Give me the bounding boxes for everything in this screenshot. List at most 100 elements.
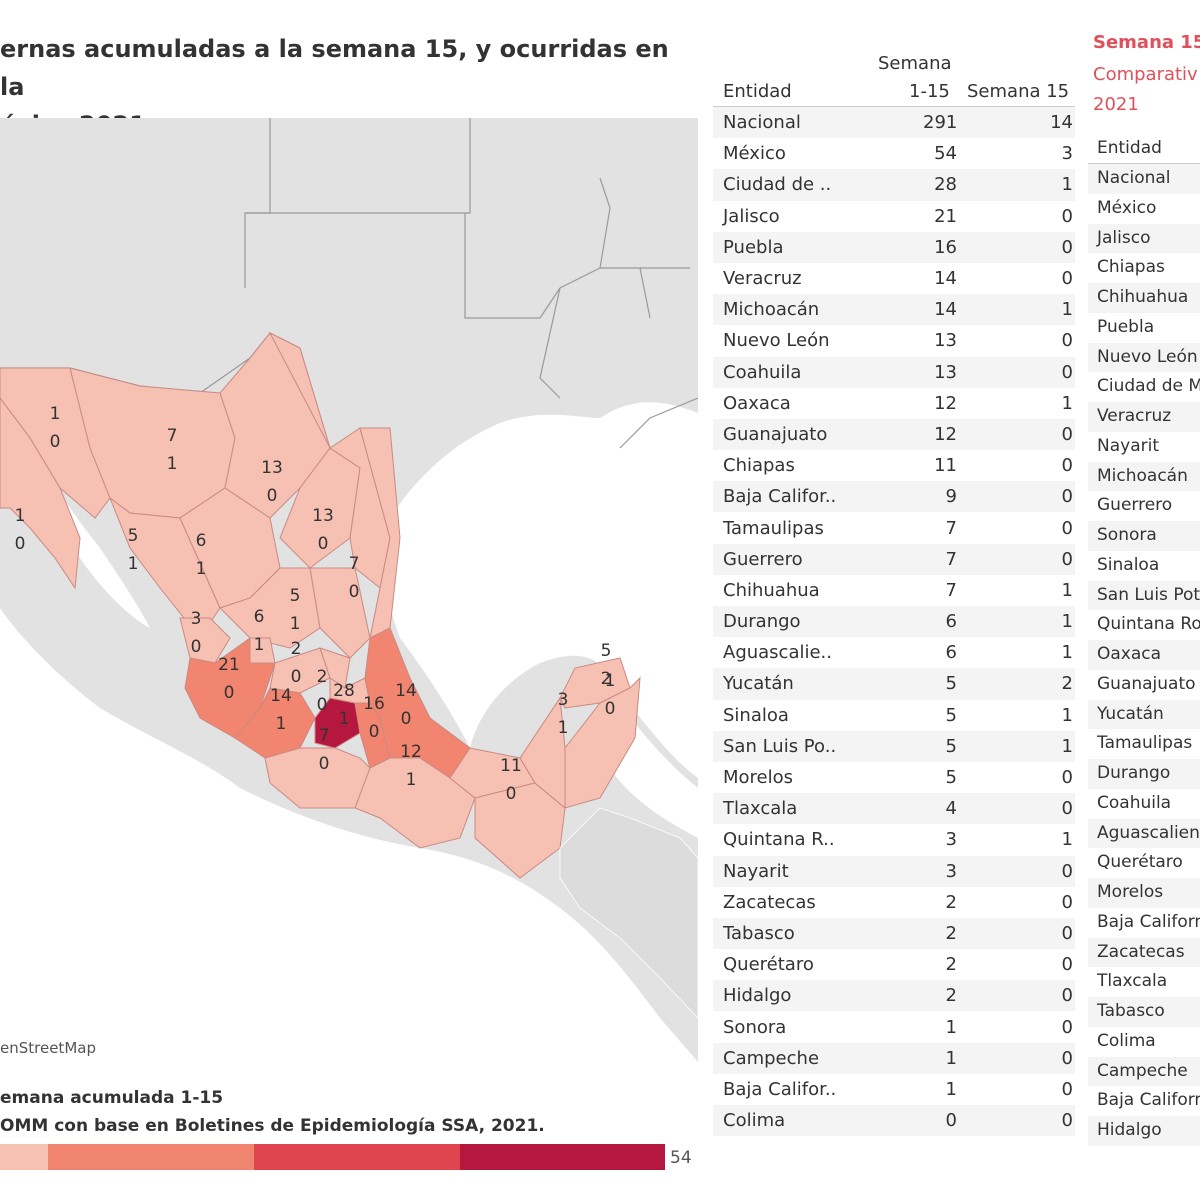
table-row[interactable]: Yucatán 5 2 [713, 668, 1075, 700]
week15-value: 0 [1061, 1110, 1073, 1132]
table-row[interactable]: Yucatán [1088, 699, 1200, 730]
cumulative-value: 5 [945, 735, 957, 757]
map-label-week15: 0 [400, 709, 412, 729]
table-row[interactable]: San Luis Po.. 5 1 [713, 730, 1075, 762]
table-row[interactable]: Oaxaca [1088, 640, 1200, 670]
map-label-cumulative: 1 [49, 404, 61, 424]
table-row[interactable]: Sinaloa 5 1 [713, 700, 1075, 731]
table-row[interactable]: Campeche 1 0 [713, 1042, 1075, 1074]
table-row[interactable]: Zacatecas [1088, 937, 1200, 968]
table-row[interactable]: Zacatecas 2 0 [713, 887, 1075, 918]
table-row[interactable]: Ciudad de Me [1097, 376, 1200, 397]
table-row[interactable]: Tabasco [1088, 997, 1200, 1027]
table-row[interactable]: Sonora [1088, 521, 1200, 551]
map-label-week15: 1 [289, 614, 301, 634]
header-entidad[interactable]: Entidad [723, 81, 792, 102]
table-row[interactable]: Tamaulipas 7 0 [713, 512, 1075, 543]
table-row[interactable]: Michoacán 14 1 [713, 294, 1075, 326]
cases-table-body: Nacional 291 14 México 54 3 Ciudad de .. 28 1 Jal… [713, 107, 1075, 1137]
cumulative-value: 21 [934, 205, 957, 227]
state-name: San Luis Po.. [723, 735, 837, 757]
table-row[interactable]: Quintana Roo [1097, 614, 1200, 635]
table-row[interactable]: Nacional [1088, 164, 1200, 194]
cumulative-value: 14 [934, 299, 957, 321]
table-row[interactable]: Jalisco 21 0 [713, 201, 1075, 232]
map-label-cumulative: 3 [557, 690, 569, 710]
table-row[interactable]: Baja Califor.. 1 0 [713, 1074, 1075, 1105]
table-row[interactable]: Guanajuato 12 0 [713, 418, 1075, 451]
header-semana-line2[interactable]: 1-15 [909, 81, 950, 102]
table-row[interactable]: Puebla [1097, 316, 1155, 337]
table-row[interactable]: Tlaxcala [1097, 971, 1168, 992]
table-row[interactable]: Guerrero 7 0 [713, 543, 1075, 575]
table-row[interactable]: Hidalgo [1088, 1116, 1200, 1146]
table-row[interactable]: Sonora 1 0 [713, 1011, 1075, 1042]
table-row[interactable]: Nuevo León [1088, 342, 1200, 373]
table-row[interactable]: Guanajuato [1097, 673, 1196, 694]
table-row[interactable]: Chiapas 11 0 [713, 450, 1075, 481]
table-row[interactable]: Morelos [1088, 878, 1200, 908]
choropleth-map[interactable]: 1 0 1 0 7 1 13 0 13 0 7 0 5 1 6 1 2 0 5 1 3 0 6 1 2 0 21 0 14 1 28 1 16 0… [0, 118, 698, 1062]
table-row[interactable]: Puebla 16 0 [713, 231, 1075, 263]
table-row[interactable]: San Luis Poto [1088, 580, 1200, 611]
table-row[interactable]: Nayarit [1097, 435, 1159, 456]
table-row[interactable]: Michoacán [1088, 461, 1200, 492]
table-row[interactable]: Nayarit 3 0 [713, 855, 1075, 887]
table-row[interactable]: Querétaro [1097, 852, 1183, 873]
cumulative-value: 6 [945, 611, 957, 633]
table-row[interactable]: Chiapas [1097, 257, 1165, 278]
table-row[interactable]: Tabasco 2 0 [713, 917, 1075, 950]
table-row[interactable]: Jalisco [1088, 223, 1200, 254]
pacific-ocean [0, 608, 698, 1062]
week15-value: 1 [1061, 611, 1073, 633]
table-row[interactable]: Baja Californ [1097, 911, 1200, 932]
state-oaxaca [354, 757, 476, 849]
state-name: Ciudad de .. [723, 174, 832, 196]
table-row[interactable]: Oaxaca 12 1 [713, 388, 1075, 419]
table-row[interactable]: Morelos 5 0 [713, 762, 1075, 793]
table-row[interactable]: Nuevo León 13 0 [713, 325, 1075, 356]
table-row[interactable]: Querétaro 2 0 [713, 949, 1075, 980]
map-attribution[interactable]: enStreetMap [0, 1036, 102, 1060]
table-row[interactable]: Chihuahua 7 1 [713, 575, 1075, 606]
header-semana15[interactable]: Semana 15 [967, 81, 1070, 102]
table-row[interactable]: Ciudad de .. 28 1 [713, 169, 1075, 201]
table-row[interactable]: Baja Californ [1097, 1090, 1200, 1111]
table-row[interactable]: Campeche [1088, 1056, 1200, 1087]
table-row[interactable]: Quintana R.. 3 1 [713, 824, 1075, 855]
table-row[interactable]: Sinaloa [1097, 554, 1160, 575]
table-row[interactable]: Coahuila 13 0 [713, 356, 1075, 388]
table-row[interactable]: Veracruz 14 0 [713, 263, 1075, 294]
table-row[interactable]: Veracruz [1088, 402, 1200, 432]
cumulative-value: 0 [945, 1110, 957, 1132]
table-row[interactable]: Nacional 291 14 [713, 107, 1075, 139]
table-row[interactable]: Tlaxcala 4 0 [713, 793, 1075, 825]
comparison-header-entidad[interactable]: Entidad [1088, 133, 1200, 164]
week15-value: 0 [1061, 1016, 1073, 1038]
table-row[interactable]: Aguascalient [1088, 818, 1200, 849]
table-row[interactable]: Hidalgo 2 0 [713, 980, 1075, 1012]
state-san-luis-potosi [309, 567, 371, 659]
table-row[interactable]: México 54 3 [713, 138, 1075, 169]
state-name: Campeche [723, 1047, 820, 1069]
map-label-cumulative: 7 [166, 426, 178, 446]
map-label-cumulative: 11 [500, 756, 522, 776]
table-row[interactable]: Chihuahua [1088, 283, 1200, 313]
table-row[interactable]: Coahuila [1097, 792, 1172, 813]
table-row[interactable]: México [1097, 197, 1157, 218]
table-row[interactable]: Durango [1088, 759, 1200, 789]
table-row[interactable]: Baja Califor.. 9 0 [713, 481, 1075, 513]
map-label: 28 1 [330, 677, 358, 733]
header-semana-line1[interactable]: Semana [878, 53, 952, 74]
cumulative-value: 14 [934, 268, 957, 290]
table-row[interactable]: Guerrero [1097, 495, 1173, 516]
table-row[interactable]: Durango 6 1 [713, 606, 1075, 638]
table-row[interactable]: Tamaulipas [1097, 733, 1193, 754]
table-row[interactable]: Colima 0 0 [713, 1105, 1075, 1137]
table-row[interactable]: Aguascalie.. 6 1 [713, 637, 1075, 668]
map-canvas[interactable] [0, 118, 698, 1062]
map-label-week15: 1 [166, 454, 178, 474]
state-baja-california-sur [0, 397, 81, 590]
table-row[interactable]: Colima [1097, 1030, 1156, 1051]
